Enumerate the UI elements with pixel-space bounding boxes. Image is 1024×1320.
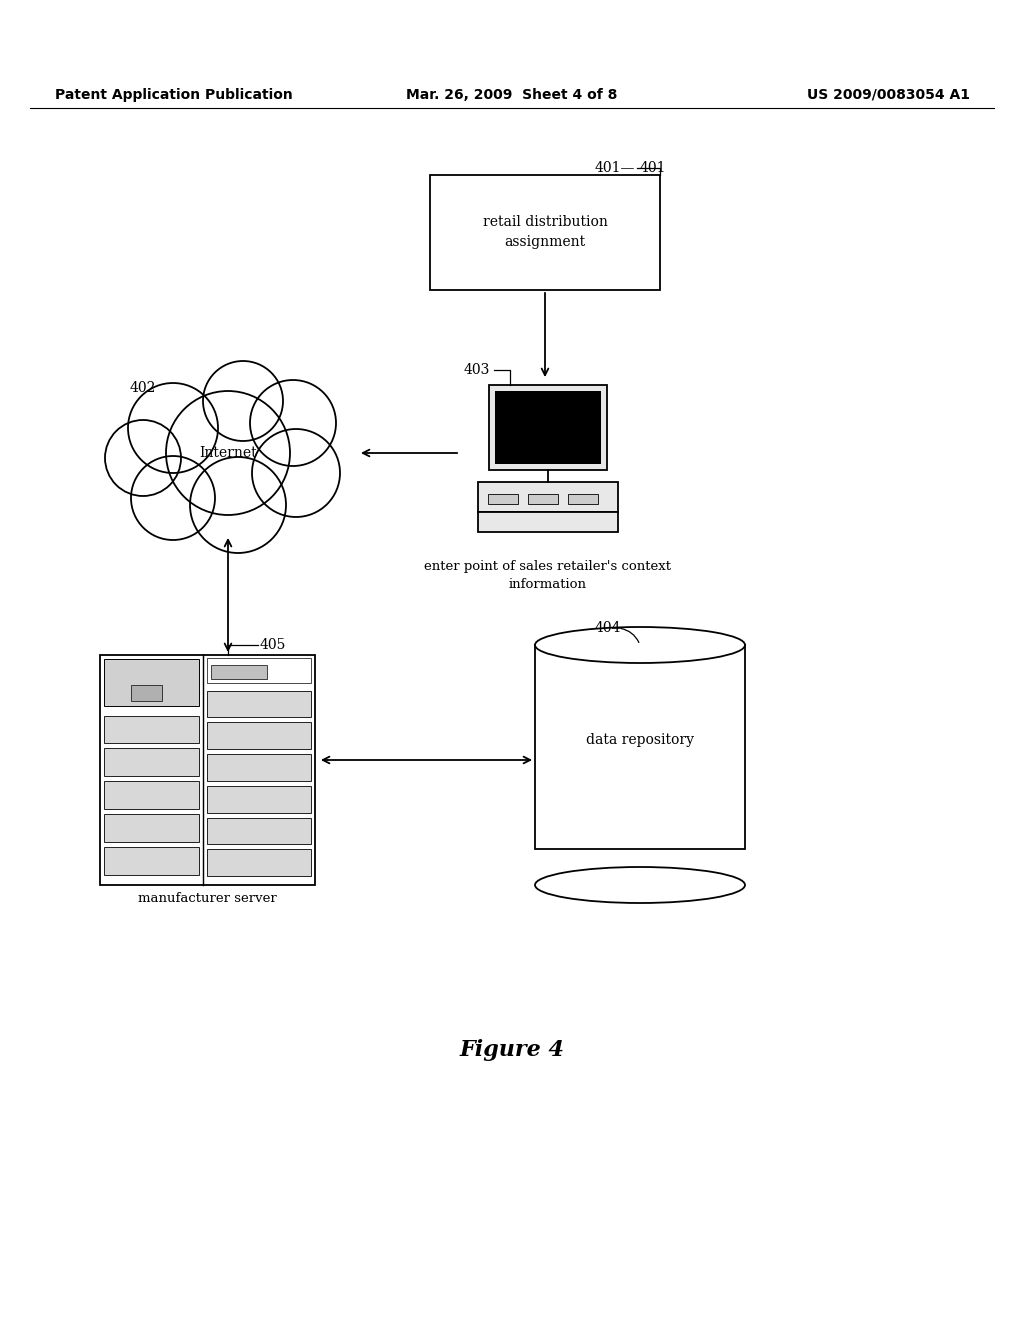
Text: manufacturer server: manufacturer server (137, 892, 276, 906)
Text: 403: 403 (464, 363, 490, 378)
Circle shape (203, 360, 283, 441)
Bar (207, 754, 311, 781)
Text: 405: 405 (260, 638, 287, 652)
Bar (207, 785, 311, 813)
Bar (489, 385, 607, 470)
Text: Internet: Internet (200, 446, 257, 459)
Text: Mar. 26, 2009  Sheet 4 of 8: Mar. 26, 2009 Sheet 4 of 8 (407, 88, 617, 102)
Bar (104, 814, 200, 842)
Bar (104, 847, 200, 875)
Bar (104, 748, 200, 776)
Circle shape (166, 391, 290, 515)
Bar (104, 659, 200, 706)
Bar (207, 690, 311, 717)
Text: 401: 401 (640, 161, 667, 176)
Bar (478, 482, 618, 512)
Text: 401—: 401— (595, 161, 635, 176)
Bar (207, 817, 311, 845)
Bar (495, 391, 601, 465)
Text: Figure 4: Figure 4 (460, 1039, 564, 1061)
Bar (211, 665, 267, 678)
Bar (207, 849, 311, 876)
Text: 404: 404 (595, 620, 622, 635)
Bar (104, 781, 200, 809)
Bar (100, 655, 315, 884)
Circle shape (250, 380, 336, 466)
Text: enter point of sales retailer's context
information: enter point of sales retailer's context … (425, 560, 672, 591)
Text: data repository: data repository (586, 733, 694, 747)
Bar (535, 645, 745, 849)
Text: US 2009/0083054 A1: US 2009/0083054 A1 (807, 88, 970, 102)
Bar (207, 657, 311, 682)
Bar (488, 494, 518, 504)
Ellipse shape (535, 627, 745, 663)
Bar (207, 722, 311, 748)
Bar (131, 685, 162, 701)
Ellipse shape (535, 867, 745, 903)
Text: retail distribution
assignment: retail distribution assignment (482, 215, 607, 248)
Bar (430, 176, 660, 290)
Circle shape (190, 457, 286, 553)
Circle shape (131, 455, 215, 540)
Text: 402: 402 (130, 381, 157, 395)
Circle shape (105, 420, 181, 496)
Bar (478, 512, 618, 532)
Circle shape (128, 383, 218, 473)
Bar (568, 494, 598, 504)
Circle shape (252, 429, 340, 517)
Bar (528, 494, 558, 504)
Text: Patent Application Publication: Patent Application Publication (55, 88, 293, 102)
Bar (104, 715, 200, 743)
